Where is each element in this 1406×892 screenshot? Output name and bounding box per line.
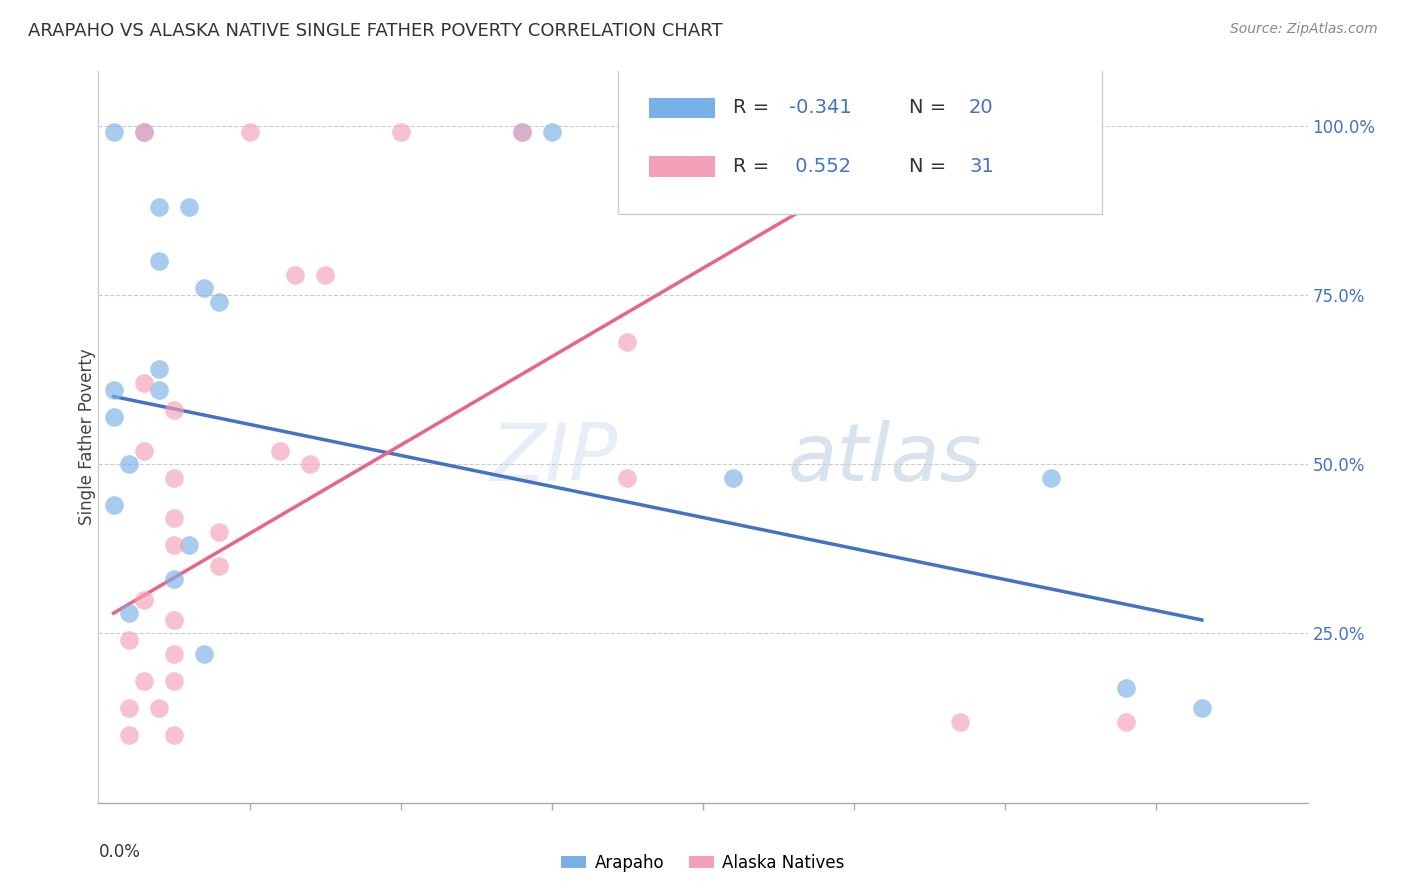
Text: R =: R = [734, 98, 776, 118]
Point [1191, 701, 1213, 715]
Point [299, 457, 322, 471]
Point [118, 728, 141, 742]
Legend: Arapaho, Alaska Natives: Arapaho, Alaska Natives [554, 847, 852, 879]
Point [1039, 471, 1062, 485]
Point [177, 200, 201, 214]
FancyBboxPatch shape [619, 68, 1102, 214]
Point [118, 606, 141, 620]
Point [148, 200, 170, 214]
Point [163, 647, 186, 661]
Point [118, 701, 141, 715]
Text: N =: N = [908, 157, 952, 176]
Point [132, 673, 155, 688]
Text: 0.0%: 0.0% [98, 843, 141, 861]
Point [118, 457, 141, 471]
Point [148, 383, 170, 397]
Point [163, 471, 186, 485]
Text: ARAPAHO VS ALASKA NATIVE SINGLE FATHER POVERTY CORRELATION CHART: ARAPAHO VS ALASKA NATIVE SINGLE FATHER P… [28, 22, 723, 40]
Point [721, 471, 744, 485]
Point [193, 281, 215, 295]
Point [132, 125, 155, 139]
Point [163, 403, 186, 417]
Point [193, 647, 215, 661]
Text: -0.341: -0.341 [789, 98, 852, 118]
Point [1115, 714, 1137, 729]
Point [510, 125, 533, 139]
Point [616, 471, 638, 485]
Text: Source: ZipAtlas.com: Source: ZipAtlas.com [1230, 22, 1378, 37]
Text: 0.552: 0.552 [789, 157, 851, 176]
Bar [648, 156, 716, 177]
Point [163, 511, 186, 525]
Point [132, 592, 155, 607]
Point [163, 728, 186, 742]
Point [148, 701, 170, 715]
Point [132, 125, 155, 139]
Point [616, 125, 638, 139]
Point [148, 254, 170, 268]
Text: ZIP: ZIP [491, 420, 619, 498]
Point [389, 125, 412, 139]
Point [103, 383, 125, 397]
Point [1115, 681, 1137, 695]
Point [949, 714, 972, 729]
Point [540, 125, 562, 139]
Point [208, 294, 231, 309]
Bar [648, 98, 716, 118]
Point [163, 538, 186, 552]
Point [269, 443, 291, 458]
Text: 31: 31 [969, 157, 994, 176]
Point [208, 558, 231, 573]
Point [284, 268, 307, 282]
Text: 20: 20 [969, 98, 994, 118]
Point [103, 409, 125, 424]
Point [163, 673, 186, 688]
Text: N =: N = [908, 98, 952, 118]
Point [132, 443, 155, 458]
Point [510, 125, 533, 139]
Point [118, 633, 141, 648]
Point [163, 613, 186, 627]
Point [163, 572, 186, 586]
Point [103, 498, 125, 512]
Point [148, 362, 170, 376]
Point [177, 538, 201, 552]
Y-axis label: Single Father Poverty: Single Father Poverty [79, 349, 96, 525]
Point [132, 376, 155, 390]
Point [616, 335, 638, 350]
Text: atlas: atlas [787, 420, 983, 498]
Point [314, 268, 336, 282]
Point [208, 524, 231, 539]
Text: R =: R = [734, 157, 776, 176]
Point [103, 125, 125, 139]
Point [239, 125, 262, 139]
